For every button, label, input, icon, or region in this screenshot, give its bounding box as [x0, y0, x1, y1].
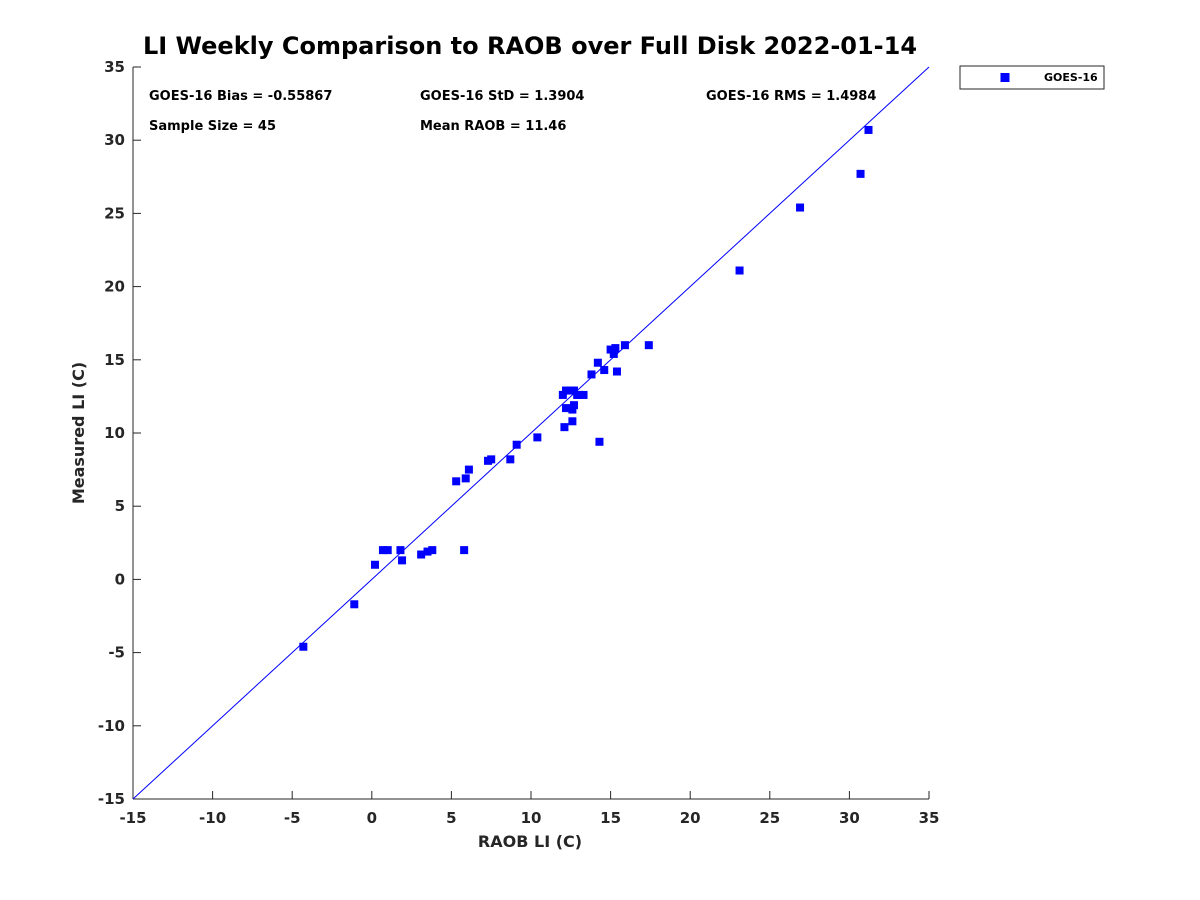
bias-annotation: GOES-16 Bias = -0.55867: [149, 89, 332, 104]
data-point: [370, 560, 379, 569]
rms-annotation: GOES-16 RMS = 1.4984: [706, 89, 876, 104]
data-point: [350, 600, 359, 609]
stats-annotations: GOES-16 Bias = -0.55867 GOES-16 StD = 1.…: [149, 89, 876, 134]
data-point: [428, 546, 437, 555]
legend: GOES-16: [959, 65, 1105, 90]
y-axis-label: Measured LI (C): [69, 362, 88, 504]
data-point: [562, 386, 571, 395]
data-point: [299, 642, 308, 651]
data-point: [417, 550, 426, 559]
data-point: [506, 455, 515, 464]
legend-label-goes-16: GOES-16: [1044, 71, 1098, 84]
data-point: [609, 349, 618, 358]
data-point: [593, 358, 602, 367]
x-tick-label: 10: [521, 809, 542, 827]
x-tick-label: 5: [446, 809, 456, 827]
data-point: [569, 401, 578, 410]
data-point: [796, 203, 805, 212]
chart-title: LI Weekly Comparison to RAOB over Full D…: [143, 32, 917, 60]
y-tick-label: 10: [104, 424, 125, 442]
x-tick-label: 15: [600, 809, 621, 827]
data-point: [464, 465, 473, 474]
data-point: [452, 477, 461, 486]
data-point: [560, 423, 569, 432]
legend-box: [959, 65, 1105, 90]
data-point: [569, 386, 578, 395]
reference-line: [132, 66, 930, 800]
data-point: [864, 125, 873, 134]
data-point: [398, 556, 407, 565]
y-tick-label: -15: [98, 790, 125, 808]
x-tick-label: 35: [919, 809, 940, 827]
y-tick-label: 20: [104, 278, 125, 296]
x-tick-label: -10: [199, 809, 226, 827]
data-point: [620, 341, 629, 350]
data-point: [460, 546, 469, 555]
y-tick-label: 0: [115, 570, 125, 588]
data-point: [579, 390, 588, 399]
data-point: [558, 390, 567, 399]
data-point: [735, 266, 744, 275]
data-point: [378, 546, 387, 555]
data-point: [461, 474, 470, 483]
data-point: [595, 437, 604, 446]
data-point: [396, 546, 405, 555]
legend-marker-goes-16: [1000, 73, 1010, 82]
x-tick-label: -5: [284, 809, 301, 827]
y-tick-label: -10: [98, 717, 125, 735]
y-tick-label: -5: [108, 644, 125, 662]
sample-size-annotation: Sample Size = 45: [149, 119, 276, 134]
data-point: [562, 404, 571, 413]
y-tick-label: 35: [104, 58, 125, 76]
data-point: [383, 546, 392, 555]
data-point: [512, 440, 521, 449]
plot-area: -15 -10 -5 0 5 10 15 20 25 30 35 -15 -10 -5 0 5 10 15 20 25…: [98, 58, 940, 827]
y-tick-label: 25: [104, 204, 125, 222]
y-tick-label: 15: [104, 351, 125, 369]
y-tick-label: 5: [115, 497, 125, 515]
data-point: [423, 547, 432, 556]
data-point: [611, 344, 620, 353]
data-point: [606, 345, 615, 354]
data-point: [856, 169, 865, 178]
x-tick-label: 20: [680, 809, 701, 827]
data-point: [574, 390, 583, 399]
x-tick-label: 0: [367, 809, 377, 827]
data-point: [612, 367, 621, 376]
x-tick-label: 30: [839, 809, 860, 827]
x-axis-label: RAOB LI (C): [478, 832, 582, 851]
x-tick-label: 25: [759, 809, 780, 827]
data-point: [644, 341, 653, 350]
x-tick-label: -15: [119, 809, 146, 827]
mean-raob-annotation: Mean RAOB = 11.46: [420, 119, 566, 134]
data-point: [600, 366, 609, 375]
data-point: [533, 433, 542, 442]
data-point: [487, 455, 496, 464]
std-annotation: GOES-16 StD = 1.3904: [420, 89, 584, 104]
data-point: [568, 417, 577, 426]
data-point: [568, 405, 577, 414]
y-tick-label: 30: [104, 131, 125, 149]
data-point: [587, 370, 596, 379]
